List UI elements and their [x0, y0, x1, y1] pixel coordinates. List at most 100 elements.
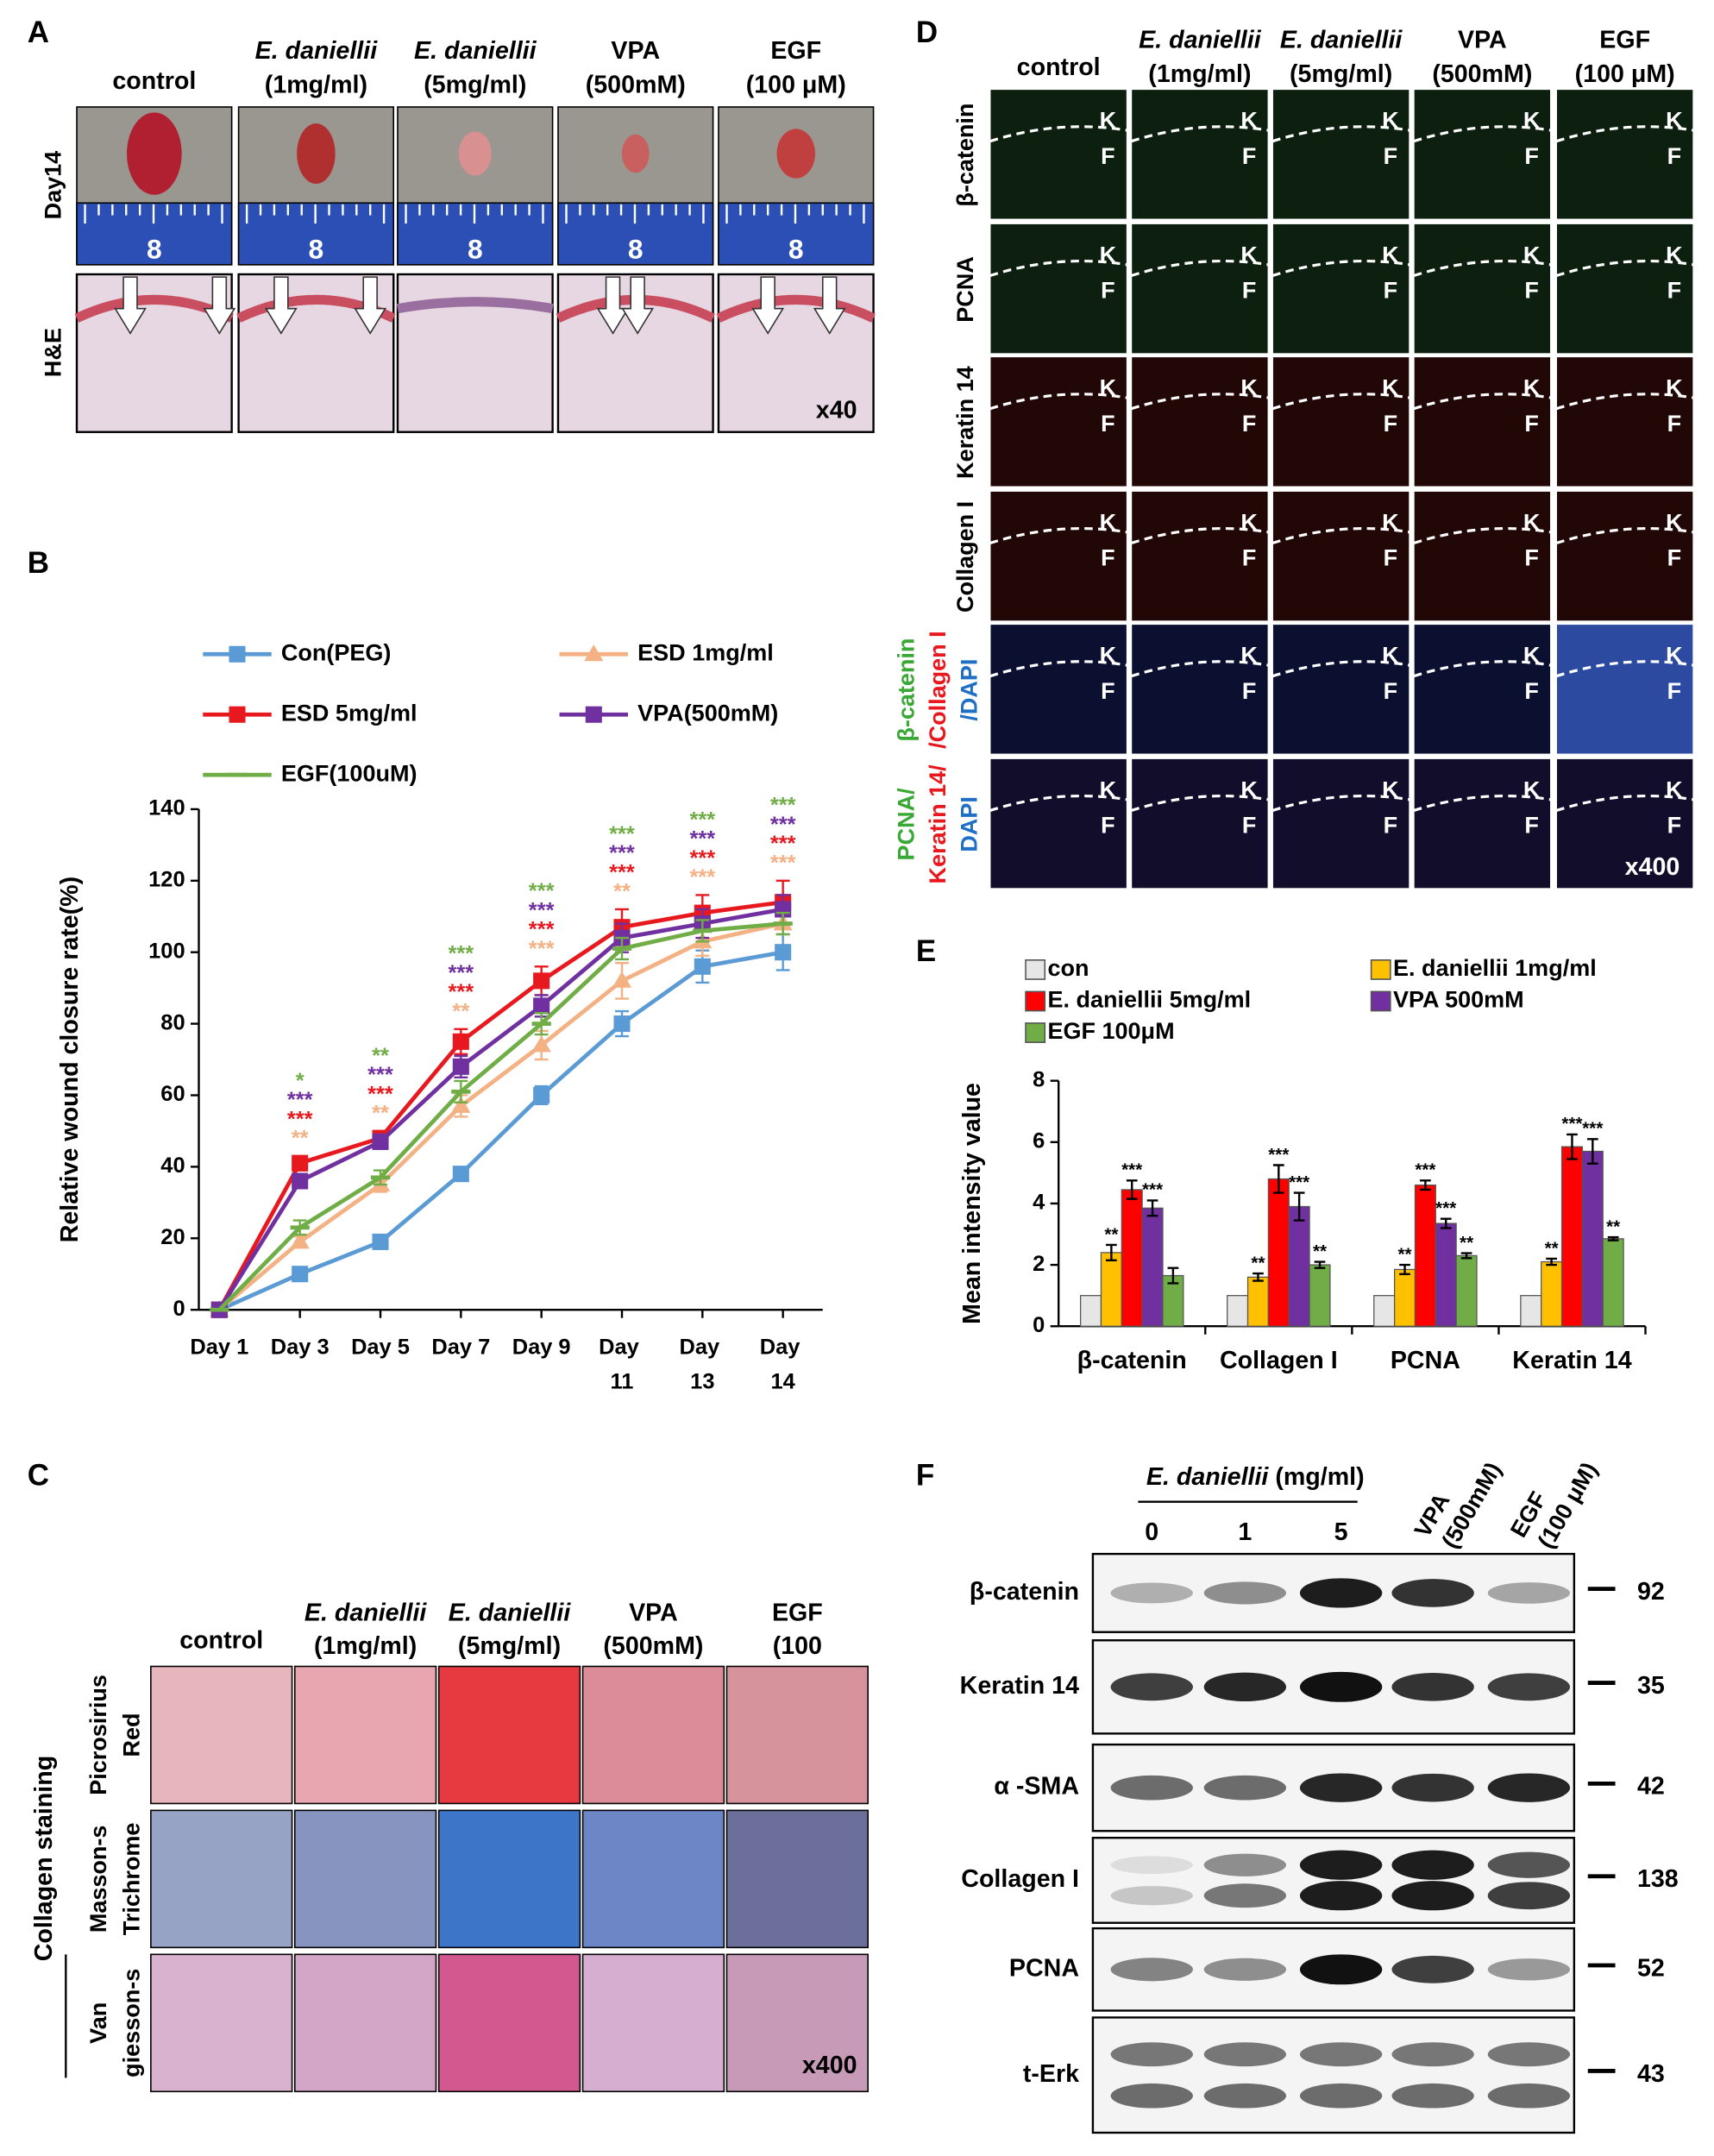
arrow [621, 276, 655, 335]
dermal-border [989, 125, 1127, 143]
layer-label: K [1100, 108, 1117, 134]
layer-label: F [1384, 545, 1398, 571]
significance: ** [1606, 1216, 1621, 1236]
layer-label: K [1382, 776, 1399, 802]
significance: *** [448, 980, 474, 1004]
bar [1121, 1189, 1143, 1327]
kda-label: 35 [1637, 1672, 1665, 1700]
dermal-border [1555, 526, 1694, 545]
layer-label: F [1242, 411, 1257, 437]
marker [452, 1166, 469, 1183]
dermal-border [1413, 125, 1552, 143]
row-label: β-catenin [952, 104, 978, 207]
marker [290, 1225, 310, 1230]
micrograph [1413, 223, 1552, 355]
y-tick-label: 140 [148, 796, 185, 820]
legend-swatch [1370, 959, 1391, 980]
legend-label: ESD 1mg/ml [637, 639, 774, 665]
significance: ** [292, 1127, 309, 1151]
bar [1541, 1260, 1563, 1327]
kda-label: 43 [1637, 2060, 1665, 2088]
arrow [596, 276, 630, 335]
marker [533, 972, 550, 990]
error-bar [1167, 1267, 1179, 1285]
significance: ** [1545, 1238, 1560, 1258]
significance: *** [1435, 1198, 1457, 1218]
significance: *** [529, 918, 555, 942]
marker [531, 1035, 551, 1053]
micrograph [1555, 623, 1694, 756]
column-name: E. daniellii [255, 37, 379, 65]
column-dose: (1mg/ml) [1148, 60, 1251, 88]
bar [1560, 1146, 1584, 1327]
stain-section [725, 1665, 870, 1805]
row-label: giesson-s [118, 1969, 144, 2077]
row-label: Collagen I [952, 501, 978, 613]
legend-swatch [1025, 990, 1046, 1012]
marker [229, 645, 246, 663]
blot-label: t-Erk [1023, 2060, 1079, 2088]
micrograph [1413, 623, 1552, 756]
stain-section [581, 1665, 725, 1805]
micrograph [1555, 490, 1694, 622]
panel-label: C [28, 1458, 49, 1492]
marker [451, 1096, 471, 1113]
column-dose: (500mM) [603, 1632, 703, 1660]
y-tick-label: 0 [173, 1297, 185, 1321]
ruler-label: 8 [147, 233, 162, 264]
ruler-label: 8 [309, 233, 324, 264]
ruler-label: 8 [468, 233, 483, 264]
y-tick-label: 80 [160, 1010, 185, 1034]
dermal-border [1130, 794, 1269, 813]
bar [1141, 1207, 1164, 1327]
dermal-border [1130, 260, 1269, 278]
band [1203, 1958, 1287, 1981]
layer-label: F [1101, 678, 1115, 704]
band [1203, 2083, 1287, 2109]
layer-label: K [1523, 643, 1541, 669]
layer-label: F [1667, 411, 1682, 437]
arrow [354, 276, 387, 335]
band [1391, 2083, 1474, 2109]
marker [694, 958, 711, 975]
dermal-border [1413, 526, 1552, 545]
column-name: control [112, 67, 196, 95]
micrograph [1271, 355, 1410, 488]
significance: *** [770, 851, 796, 875]
significance: *** [1268, 1145, 1290, 1165]
bar [1581, 1150, 1604, 1327]
bar [1455, 1254, 1478, 1327]
layer-label: F [1101, 143, 1115, 169]
significance: ** [1460, 1233, 1474, 1253]
bar [1267, 1178, 1290, 1327]
error-bar [1106, 1243, 1117, 1261]
column-name: control [179, 1626, 263, 1654]
layer-label: K [1523, 375, 1541, 401]
layer-label: F [1242, 278, 1257, 304]
treatment-unit: (mg/ml) [1275, 1463, 1364, 1491]
layer-label: F [1524, 545, 1539, 571]
row-label: DAPI [957, 796, 983, 852]
bar [1393, 1268, 1416, 1327]
layer-label: K [1240, 108, 1258, 134]
stain-section [437, 1953, 581, 2093]
significance: *** [1289, 1172, 1310, 1192]
layer-label: K [1240, 242, 1258, 267]
band [1299, 2042, 1383, 2067]
significance: *** [770, 832, 796, 856]
layer-label: K [1100, 242, 1117, 267]
micrograph [1413, 757, 1552, 889]
stain-section [581, 1809, 725, 1949]
column-dose: (100 [773, 1632, 822, 1660]
significance: *** [367, 1063, 393, 1087]
legend-swatch [1025, 1022, 1046, 1043]
layer-label: F [1667, 678, 1682, 704]
bar [1435, 1223, 1457, 1327]
micrograph [1130, 623, 1270, 756]
wound [621, 134, 650, 173]
marker [452, 1058, 469, 1075]
error-bar [1293, 1191, 1305, 1222]
layer-label: K [1100, 643, 1117, 669]
